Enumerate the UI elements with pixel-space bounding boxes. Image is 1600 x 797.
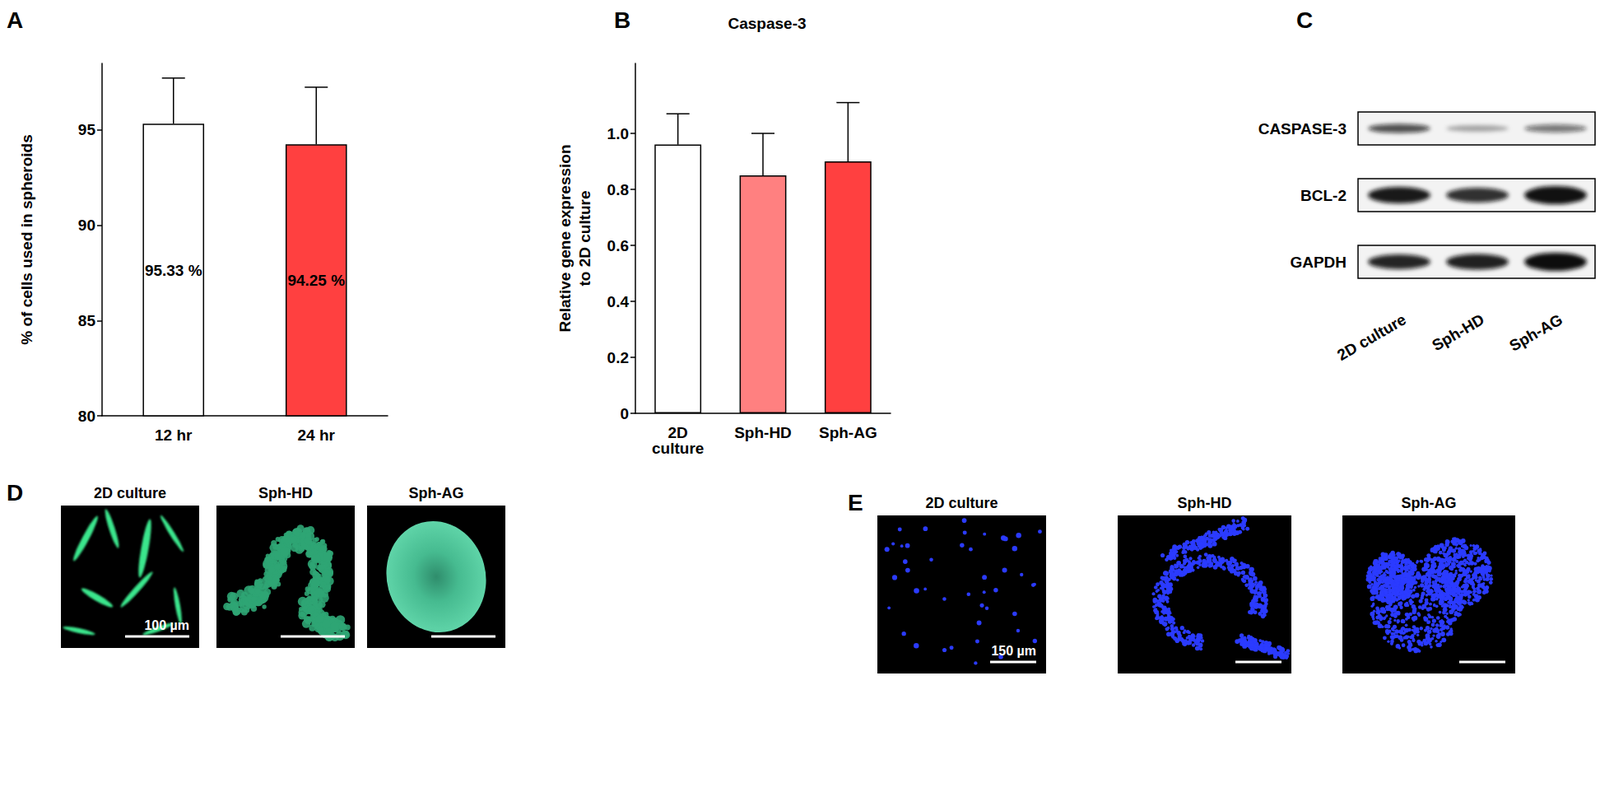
svg-text:BCL-2: BCL-2 <box>1300 186 1347 205</box>
svg-text:95: 95 <box>78 120 97 139</box>
svg-text:2D culture: 2D culture <box>925 494 998 512</box>
svg-text:85: 85 <box>78 311 97 330</box>
svg-text:Sph-HD: Sph-HD <box>258 484 313 502</box>
svg-text:2D: 2D <box>668 423 689 442</box>
svg-text:80: 80 <box>78 407 96 425</box>
svg-text:CASPASE-3: CASPASE-3 <box>1258 120 1347 138</box>
svg-text:90: 90 <box>78 216 96 234</box>
svg-text:Caspase-3: Caspase-3 <box>727 14 806 33</box>
svg-text:C: C <box>1296 7 1313 33</box>
svg-text:0.6: 0.6 <box>607 237 629 255</box>
svg-text:Relative gene expression: Relative gene expression <box>556 144 574 332</box>
svg-text:12 hr: 12 hr <box>154 426 193 444</box>
svg-text:Sph-HD: Sph-HD <box>1428 310 1488 354</box>
svg-text:E: E <box>847 489 864 516</box>
svg-text:24 hr: 24 hr <box>297 426 336 444</box>
svg-text:Sph-AG: Sph-AG <box>1401 494 1457 512</box>
svg-text:Sph-HD: Sph-HD <box>734 423 792 442</box>
svg-text:95.33 %: 95.33 % <box>144 261 203 280</box>
svg-text:culture: culture <box>651 439 704 457</box>
svg-text:150 µm: 150 µm <box>990 643 1037 658</box>
svg-text:B: B <box>613 7 631 33</box>
svg-text:% of cells used in spheroids: % of cells used in spheroids <box>18 134 36 345</box>
svg-text:100 µm: 100 µm <box>144 618 190 633</box>
svg-text:2D culture: 2D culture <box>1334 310 1410 364</box>
svg-text:1.0: 1.0 <box>607 125 629 143</box>
svg-text:D: D <box>6 479 24 506</box>
svg-text:Sph-HD: Sph-HD <box>1177 494 1233 512</box>
svg-text:0.8: 0.8 <box>607 181 629 199</box>
svg-text:GAPDH: GAPDH <box>1289 253 1347 271</box>
svg-text:Sph-AG: Sph-AG <box>1506 310 1566 355</box>
svg-text:to 2D culture: to 2D culture <box>576 190 594 286</box>
svg-text:A: A <box>6 7 24 33</box>
svg-text:Sph-AG: Sph-AG <box>818 423 878 442</box>
svg-text:0.2: 0.2 <box>607 348 629 367</box>
svg-text:2D culture: 2D culture <box>93 484 167 502</box>
svg-text:0: 0 <box>619 404 629 423</box>
svg-text:Sph-AG: Sph-AG <box>409 484 465 502</box>
svg-text:0.4: 0.4 <box>607 293 630 311</box>
svg-text:94.25 %: 94.25 % <box>287 271 345 289</box>
